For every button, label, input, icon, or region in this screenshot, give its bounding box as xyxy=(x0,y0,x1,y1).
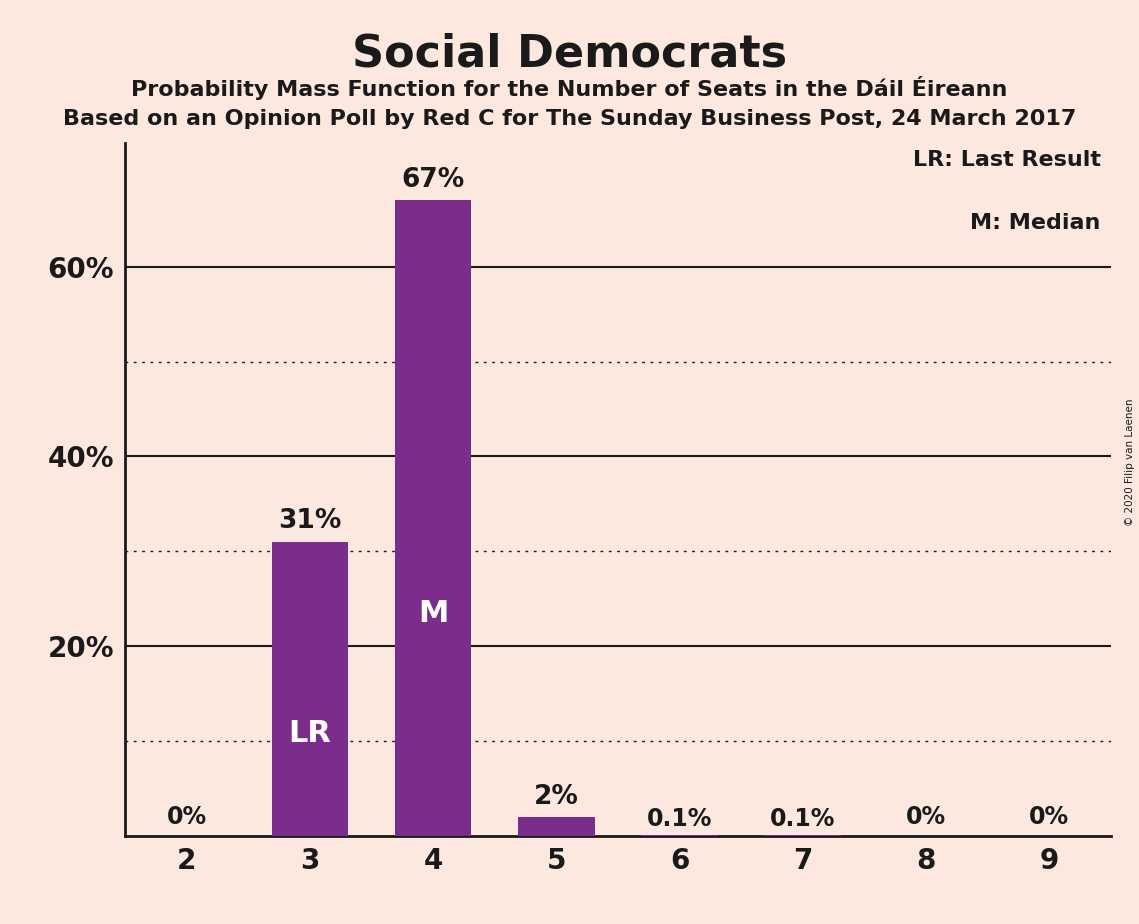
Text: LR: LR xyxy=(288,719,331,748)
Bar xyxy=(641,835,718,836)
Text: 31%: 31% xyxy=(278,508,342,534)
Bar xyxy=(764,835,841,836)
Text: 67%: 67% xyxy=(402,166,465,192)
Bar xyxy=(272,542,349,836)
Text: 0%: 0% xyxy=(906,805,945,829)
Bar xyxy=(518,817,595,836)
Text: Based on an Opinion Poll by Red C for The Sunday Business Post, 24 March 2017: Based on an Opinion Poll by Red C for Th… xyxy=(63,109,1076,129)
Text: LR: Last Result: LR: Last Result xyxy=(912,150,1100,170)
Text: 0.1%: 0.1% xyxy=(647,807,712,831)
Text: 0%: 0% xyxy=(1029,805,1070,829)
Text: Social Democrats: Social Democrats xyxy=(352,32,787,76)
Text: 2%: 2% xyxy=(534,784,579,809)
Text: 0%: 0% xyxy=(166,805,207,829)
Text: © 2020 Filip van Laenen: © 2020 Filip van Laenen xyxy=(1125,398,1134,526)
Text: M: Median: M: Median xyxy=(970,213,1100,233)
Text: M: M xyxy=(418,599,449,628)
Bar xyxy=(395,201,472,836)
Text: Probability Mass Function for the Number of Seats in the Dáil Éireann: Probability Mass Function for the Number… xyxy=(131,76,1008,100)
Text: 0.1%: 0.1% xyxy=(770,807,835,831)
